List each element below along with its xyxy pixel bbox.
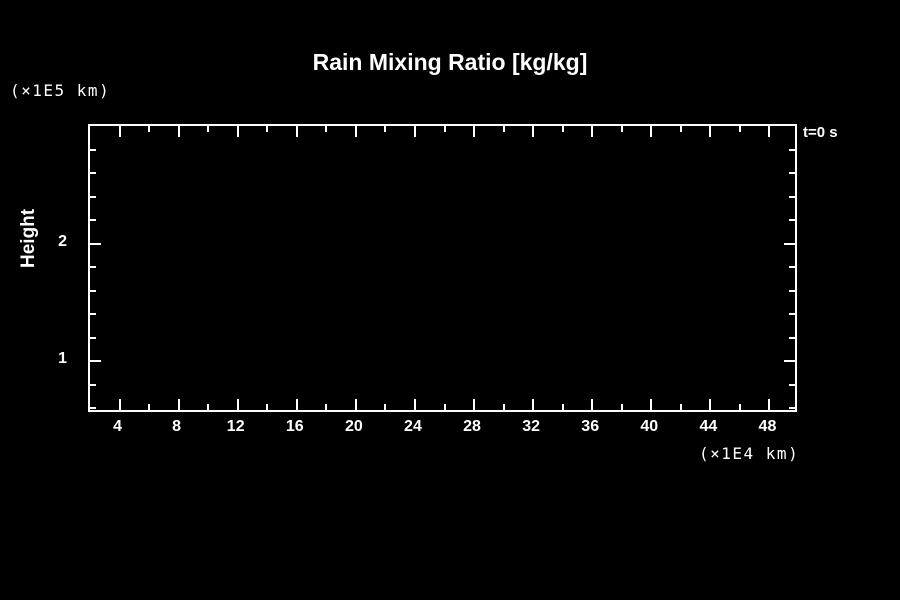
y-tick-label: 1: [58, 350, 67, 368]
axis-tick: [207, 404, 210, 410]
axis-tick: [295, 399, 298, 410]
axis-tick: [90, 172, 96, 175]
axis-tick: [384, 126, 387, 132]
axis-tick: [90, 313, 96, 316]
axis-tick: [236, 399, 239, 410]
axis-tick: [784, 242, 795, 245]
axis-tick: [177, 399, 180, 410]
axis-tick: [789, 336, 795, 339]
axis-tick: [266, 126, 269, 132]
axis-tick: [789, 407, 795, 410]
y-axis-unit-label: (×1E5 km): [10, 81, 111, 100]
axis-tick: [620, 126, 623, 132]
axis-tick: [354, 126, 357, 137]
axis-tick: [90, 148, 96, 151]
axis-tick: [413, 399, 416, 410]
x-tick-label: 48: [758, 418, 777, 435]
axis-tick: [650, 399, 653, 410]
axis-tick: [789, 266, 795, 269]
axis-tick: [502, 126, 505, 132]
axis-tick: [148, 126, 151, 132]
axis-tick: [561, 126, 564, 132]
axis-tick: [90, 407, 96, 410]
axis-tick: [90, 383, 96, 386]
x-tick-label: 32: [522, 418, 541, 435]
axis-tick: [236, 126, 239, 137]
x-tick-label: 36: [581, 418, 600, 435]
axis-tick: [443, 126, 446, 132]
time-annotation-label: t=0 s: [803, 124, 838, 141]
x-axis-unit-label: (×1E4 km): [699, 444, 800, 463]
x-tick-label: 44: [699, 418, 718, 435]
axis-tick: [502, 404, 505, 410]
axis-tick: [443, 404, 446, 410]
axis-tick: [207, 126, 210, 132]
axis-tick: [789, 219, 795, 222]
x-tick-label: 16: [285, 418, 304, 435]
axis-tick: [650, 126, 653, 137]
axis-tick: [266, 404, 269, 410]
axis-tick: [789, 313, 795, 316]
axis-tick: [784, 360, 795, 363]
x-tick-label: 20: [344, 418, 363, 435]
axis-tick: [473, 399, 476, 410]
axis-tick: [90, 360, 101, 363]
axis-tick: [90, 289, 96, 292]
axis-tick: [738, 126, 741, 132]
axis-tick: [148, 404, 151, 410]
axis-tick: [789, 148, 795, 151]
axis-tick: [295, 126, 298, 137]
x-tick-label: 8: [172, 418, 182, 435]
axis-tick: [354, 399, 357, 410]
plot-area: [88, 124, 797, 412]
axis-tick: [90, 242, 101, 245]
axis-tick: [591, 399, 594, 410]
axis-tick: [738, 404, 741, 410]
x-tick-label: 4: [113, 418, 122, 435]
axis-tick: [709, 126, 712, 137]
x-tick-label: 40: [640, 418, 659, 435]
axis-tick: [384, 404, 387, 410]
axis-tick: [177, 126, 180, 137]
axis-tick: [620, 404, 623, 410]
axis-tick: [473, 126, 476, 137]
page-title: Rain Mixing Ratio [kg/kg]: [312, 49, 588, 75]
axis-tick: [325, 404, 328, 410]
axis-tick: [789, 195, 795, 198]
axis-tick: [532, 399, 535, 410]
axis-tick: [90, 336, 96, 339]
axis-tick: [561, 404, 564, 410]
axis-tick: [118, 126, 121, 137]
axis-tick: [768, 399, 771, 410]
axis-tick: [709, 399, 712, 410]
y-axis-title: Height: [18, 208, 39, 268]
axis-tick: [789, 289, 795, 292]
plot-data-canvas: [90, 126, 795, 410]
y-tick-label: 2: [58, 232, 67, 250]
x-tick-label: 12: [226, 418, 245, 435]
axis-tick: [532, 126, 535, 137]
axis-tick: [591, 126, 594, 137]
axis-tick: [679, 404, 682, 410]
axis-tick: [90, 195, 96, 198]
axis-tick: [789, 383, 795, 386]
axis-tick: [118, 399, 121, 410]
axis-tick: [325, 126, 328, 132]
x-tick-label: 24: [404, 418, 422, 435]
axis-tick: [768, 126, 771, 137]
x-tick-label: 28: [463, 418, 481, 435]
axis-tick: [90, 266, 96, 269]
axis-tick: [90, 219, 96, 222]
axis-tick: [413, 126, 416, 137]
axis-tick: [679, 126, 682, 132]
axis-tick: [789, 172, 795, 175]
